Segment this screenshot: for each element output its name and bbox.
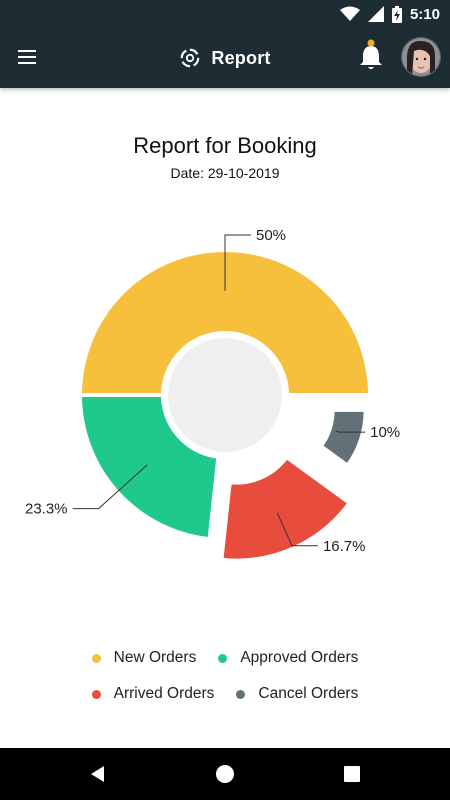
legend-dot-cancel-orders	[236, 689, 246, 699]
legend-item-new-orders: New Orders	[91, 649, 197, 667]
chart-leader-lines	[72, 234, 366, 547]
chart-slices	[78, 248, 372, 563]
legend-row: Arrived Orders Cancel Orders	[0, 676, 450, 712]
recents-icon[interactable]	[340, 762, 364, 786]
leader-line-approved-orders	[72, 464, 148, 510]
legend-label-new-orders: New Orders	[113, 649, 197, 666]
legend-label-cancel-orders: Cancel Orders	[258, 685, 359, 702]
legend-dot-new-orders	[91, 653, 101, 663]
menu-icon[interactable]	[18, 49, 38, 65]
navigation-bar	[0, 748, 450, 800]
legend-label-arrived-orders: Arrived Orders	[113, 685, 215, 702]
chart-data-labels: 50% 23.3% 16.7% 10%	[25, 227, 400, 555]
leader-line-new-orders	[224, 234, 251, 291]
slice-new-orders	[78, 248, 372, 397]
chart-legend: New Orders Approved Orders Arrived Order…	[0, 640, 450, 712]
legend-item-approved-orders: Approved Orders	[218, 649, 358, 667]
data-label-new-orders: 50%	[256, 227, 286, 244]
slice-approved-orders	[78, 393, 221, 542]
legend-item-cancel-orders: Cancel Orders	[236, 685, 358, 703]
donut-hole	[168, 338, 282, 452]
slice-arrived-orders	[219, 455, 352, 563]
leader-line-cancel-orders	[335, 430, 366, 433]
report-date: Date: 29-10-2019	[170, 165, 280, 181]
report-title: Report for Booking	[133, 133, 317, 158]
avatar[interactable]	[401, 37, 441, 77]
legend-dot-approved-orders	[218, 653, 228, 663]
legend-label-approved-orders: Approved Orders	[240, 649, 359, 666]
wifi-icon	[339, 6, 360, 21]
status-time: 5:10	[409, 5, 440, 23]
bell-icon[interactable]	[358, 38, 384, 72]
data-label-arrived-orders: 16.7%	[323, 538, 366, 555]
app-title: Report	[211, 47, 271, 68]
legend-row: New Orders Approved Orders	[0, 640, 450, 676]
data-label-approved-orders: 23.3%	[25, 501, 68, 518]
battery-charging-icon	[391, 5, 402, 23]
status-icons: 5:10	[339, 4, 440, 24]
back-icon[interactable]	[86, 762, 110, 786]
signal-icon	[367, 6, 384, 22]
app-bar: Report	[0, 28, 450, 88]
status-bar: 5:10	[0, 0, 450, 28]
logo-icon	[181, 48, 200, 68]
home-icon[interactable]	[213, 762, 237, 786]
legend-dot-arrived-orders	[91, 689, 101, 699]
donut-chart: 50% 23.3% 16.7% 10%	[25, 227, 400, 563]
legend-item-arrived-orders: Arrived Orders	[91, 685, 215, 703]
data-label-cancel-orders: 10%	[370, 424, 400, 441]
slice-cancel-orders	[318, 407, 368, 468]
notification-dot	[367, 39, 375, 47]
leader-line-arrived-orders	[276, 512, 318, 547]
